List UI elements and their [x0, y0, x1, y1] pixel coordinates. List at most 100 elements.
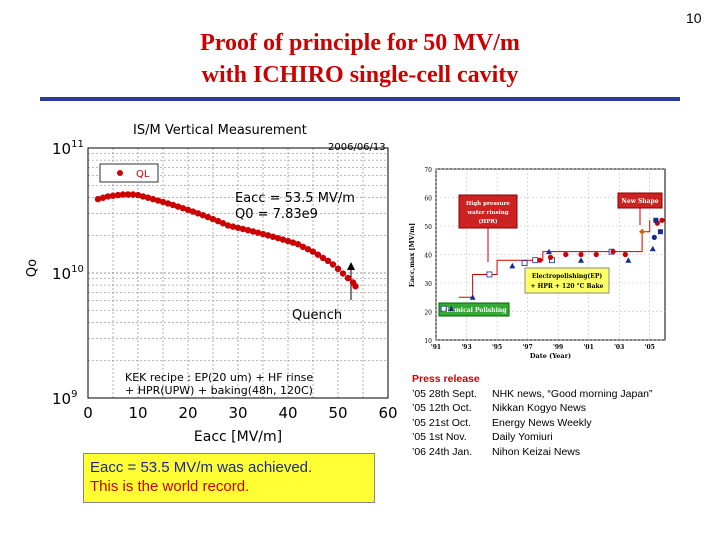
data-point	[179, 204, 187, 212]
inset-point	[639, 228, 646, 235]
inset-grid	[435, 168, 665, 341]
inset-series-2	[537, 217, 665, 263]
inset-y-axis-label: Eacc,max [MV/m]	[408, 223, 416, 287]
inset-point	[521, 260, 528, 266]
data-point	[229, 223, 237, 230]
hpr-box	[458, 194, 518, 229]
press-item: ’05 21st Oct. Energy News Weekly	[412, 416, 653, 431]
inset-x-tick-6: '03	[614, 344, 624, 351]
inset-point	[469, 294, 476, 300]
data-point	[204, 213, 212, 221]
data-point	[352, 283, 359, 290]
inset-y-tick-50: 50	[424, 224, 432, 231]
data-point	[154, 197, 162, 204]
data-point	[329, 261, 337, 268]
data-point	[144, 194, 152, 201]
data-point	[249, 228, 257, 235]
main-chart-title: IS/M Vertical Measurement	[133, 123, 307, 138]
inset-point	[563, 251, 569, 258]
inset-point	[608, 248, 615, 255]
data-point	[344, 274, 352, 282]
press-item-outlet: Nihon Keizai News	[492, 445, 581, 458]
data-point	[164, 200, 172, 207]
callout-line-1: Eacc = 53.5 MV/m was achieved.	[90, 459, 313, 476]
data-series-q0	[94, 191, 359, 290]
y-axis-label: Qo	[25, 259, 40, 277]
data-point	[269, 233, 277, 240]
x-tick-label-0: 0	[83, 404, 93, 422]
data-point	[264, 232, 272, 239]
ep-box	[524, 267, 610, 294]
hpr-label-1: High pressure	[466, 201, 510, 207]
main-grid	[87, 148, 389, 399]
data-point	[349, 279, 357, 286]
inset-x-tick-3: '97	[523, 344, 533, 351]
data-point	[104, 193, 112, 200]
inset-x-tick-1: '93	[461, 344, 471, 351]
legend-box	[99, 163, 159, 183]
title-divider	[40, 97, 680, 101]
data-point	[99, 194, 107, 201]
press-item-outlet: Energy News Weekly	[492, 416, 592, 429]
inset-x-tick-2: '95	[492, 344, 502, 351]
inset-point	[537, 257, 543, 263]
inset-y-tick-10: 10	[424, 338, 432, 345]
new-shape-label: New Shape	[621, 198, 658, 205]
legend-label: QL	[136, 169, 150, 180]
data-point	[304, 246, 312, 253]
press-release-header: Press release	[412, 373, 480, 385]
inset-plot-frame	[435, 168, 666, 341]
press-item-date: ’05 21st Oct.	[412, 416, 471, 429]
press-item: ’05 12th Oct. Nikkan Kogyo News	[412, 401, 653, 416]
inset-series-1	[448, 245, 656, 312]
data-point	[239, 225, 247, 233]
inset-point	[649, 245, 656, 252]
data-point	[119, 191, 127, 198]
data-point	[314, 251, 322, 258]
inset-series-0	[440, 248, 615, 312]
data-point	[289, 239, 297, 246]
inset-point	[653, 217, 659, 223]
data-point	[94, 195, 102, 203]
y-tick-label-1e11: 1011	[52, 139, 84, 158]
new-shape-box	[617, 192, 663, 209]
inset-y-tick-70: 70	[424, 167, 432, 174]
data-point	[274, 234, 282, 242]
inset-x-tick-4: '99	[553, 344, 563, 351]
cp-box	[438, 302, 510, 317]
inset-y-tick-20: 20	[424, 310, 432, 317]
data-point	[199, 212, 207, 219]
data-point	[209, 215, 217, 223]
press-item-date: ’06 24th Jan.	[412, 445, 473, 458]
ep-label-2: + HPR + 120 °C Bake	[531, 283, 604, 290]
data-point	[169, 201, 177, 209]
x-tick-label-50: 50	[328, 404, 347, 422]
press-item: ’06 24th Jan. Nihon Keizai News	[412, 445, 653, 460]
data-point	[214, 217, 222, 225]
inset-point	[532, 257, 539, 264]
inset-x-tick-7: '05	[645, 344, 655, 351]
data-point	[254, 229, 262, 236]
press-item-date: ’05 12th Oct.	[412, 402, 472, 414]
annotation-recipe-line-2: + HPR(UPW) + baking(48h, 120C)	[125, 384, 313, 397]
press-item-outlet: NHK news, “Good morning Japan”	[492, 387, 653, 400]
inset-x-tick-5: '01	[584, 344, 594, 351]
title-line-1: Proof of principle for 50 MV/m	[200, 30, 520, 56]
inset-series-5	[651, 234, 657, 240]
inset-point	[545, 248, 552, 255]
data-point	[334, 265, 342, 273]
main-chart-date: 2006/06/13	[328, 142, 386, 153]
inset-y-tick-30: 30	[424, 281, 432, 288]
data-point	[149, 195, 157, 203]
press-release: Press release ’05 28th Sept. NHK news, “G…	[412, 372, 653, 459]
inset-point	[509, 262, 516, 269]
data-point	[139, 193, 147, 200]
data-point	[184, 206, 192, 214]
inset-point	[654, 220, 660, 226]
legend-marker	[117, 170, 123, 176]
hpr-label-3: (HPR)	[478, 218, 498, 225]
data-point	[174, 203, 182, 210]
inset-point	[657, 229, 663, 235]
data-point	[299, 243, 307, 251]
press-item: ’05 28th Sept. NHK news, “Good morning Ja…	[412, 387, 653, 402]
